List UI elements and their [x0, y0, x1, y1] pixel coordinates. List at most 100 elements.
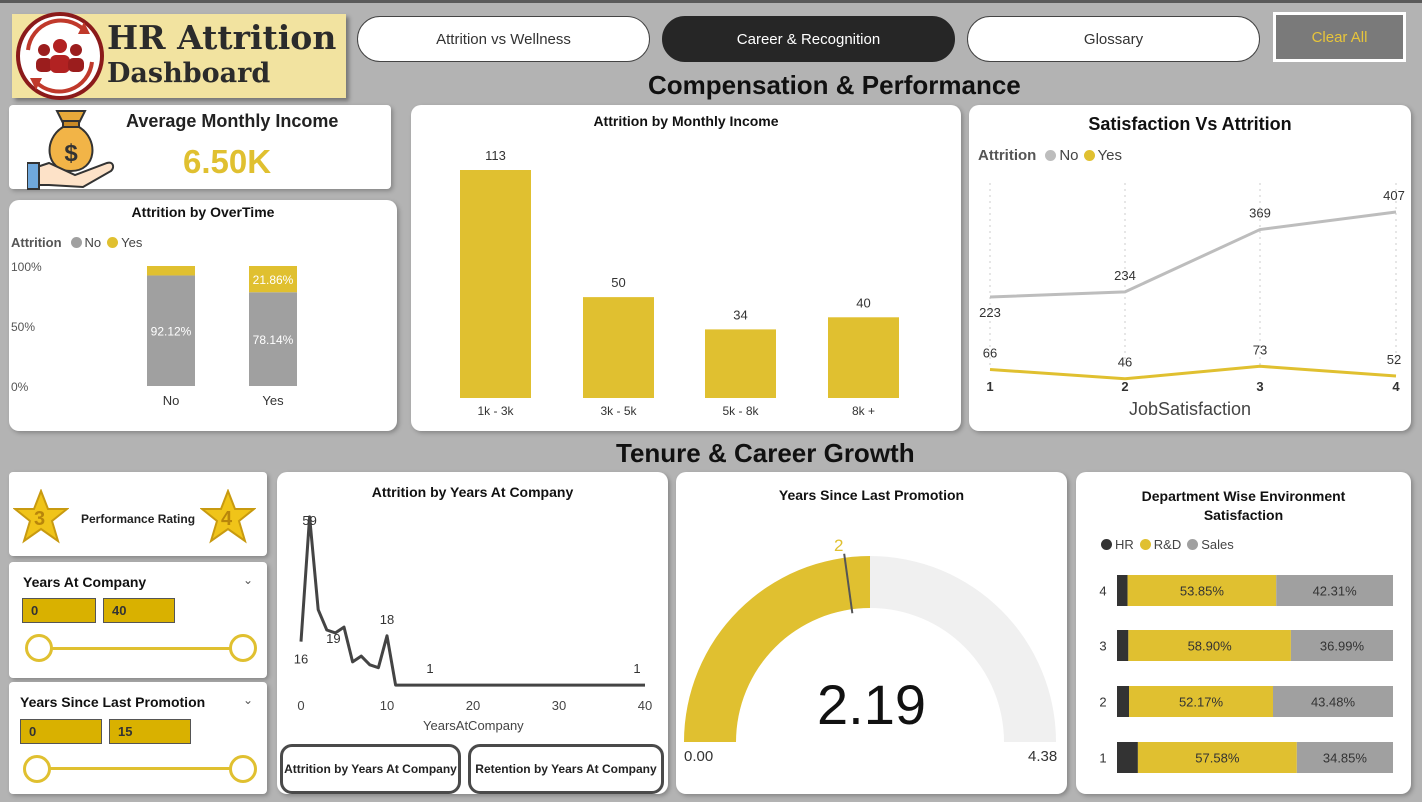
years-at-company-slicer: Years At Company ⌄ 0 40 [9, 562, 267, 678]
x-tick-label: Yes [262, 393, 284, 408]
slider-handle-max[interactable] [229, 755, 257, 783]
legend-dot-no [1045, 150, 1057, 161]
y-tick-label: 2 [1099, 695, 1106, 710]
data-label: 59 [302, 513, 316, 528]
slider-handle-min[interactable] [25, 634, 53, 662]
slider-track[interactable] [37, 767, 243, 770]
bar [583, 297, 654, 398]
gauge-target-marker [843, 553, 854, 614]
promotion-title: Years Since Last Promotion [778, 487, 965, 503]
bar-sales [1296, 742, 1393, 773]
years-company-title: Attrition by Years At Company [371, 484, 574, 500]
bar-yes [147, 266, 195, 276]
y-tick-label: 0% [11, 380, 29, 394]
slider-handle-max[interactable] [229, 634, 257, 662]
x-tick-label: No [163, 393, 180, 408]
x-tick-label: 3k - 5k [600, 404, 637, 418]
legend-title: Attrition [978, 147, 1037, 164]
department-satisfaction-card: Department Wise Environment Satisfaction… [1076, 472, 1411, 794]
satisfaction-legend: Attrition No Yes [978, 147, 1122, 164]
chevron-down-icon[interactable]: ⌄ [242, 573, 253, 587]
legend-rd: R&D [1153, 537, 1182, 552]
dept-title: Department Wise Environment Satisfaction [1076, 487, 1411, 525]
bar-rd [1128, 630, 1291, 661]
overtime-chart-card: Attrition by OverTime Attrition No Yes 100… [9, 200, 397, 431]
promotion-gauge [684, 553, 1056, 742]
svg-text:$: $ [64, 140, 78, 167]
data-label: 113 [485, 148, 506, 163]
x-tick-label: 1k - 3k [477, 404, 514, 418]
x-tick-label: 2 [1121, 379, 1128, 394]
x-tick-label: 8k + [852, 404, 875, 418]
data-label: 42.31% [1313, 584, 1358, 599]
data-label: 16 [294, 652, 308, 667]
bar-rd [1127, 575, 1277, 606]
legend-yes: Yes [1097, 147, 1122, 164]
section-title-compensation: Compensation & Performance [648, 70, 1021, 100]
dept-title-line1: Department Wise Environment [1141, 488, 1346, 504]
data-label: 43.48% [1311, 695, 1356, 710]
tab-career-recognition[interactable]: Career & Recognition [662, 16, 955, 62]
slicer-max-input[interactable]: 40 [103, 598, 175, 623]
data-label: 1 [633, 661, 640, 676]
data-label: 40 [856, 295, 870, 310]
bar [828, 317, 899, 398]
data-label: 73 [1253, 342, 1267, 357]
dept-legend: HR R&D Sales [1098, 537, 1234, 552]
department-chart: 4 53.85% 42.31% 3 58.90% 36.99% 2 52.17% 43.48% 1… [1099, 575, 1393, 773]
clear-all-button[interactable]: Clear All [1273, 12, 1406, 62]
slider-track[interactable] [39, 647, 243, 650]
data-label: 407 [1383, 188, 1405, 203]
dept-title-line2: Satisfaction [1203, 507, 1284, 523]
tab-attrition-vs-wellness[interactable]: Attrition vs Wellness [357, 16, 650, 62]
legend-sales: Sales [1201, 537, 1234, 552]
tab-glossary[interactable]: Glossary [967, 16, 1260, 62]
data-label: 1 [426, 661, 433, 676]
y-tick-label: 3 [1099, 639, 1106, 654]
y-tick-label: 100% [11, 260, 42, 274]
slicer-max-input[interactable]: 15 [109, 719, 191, 744]
legend-hr: HR [1115, 537, 1134, 552]
rating-low: 3 [34, 508, 46, 530]
y-tick-label: 50% [11, 320, 35, 334]
logo-title-line2: Dashboard [107, 58, 271, 89]
legend-no: No [84, 235, 102, 250]
money-bag-icon: $ [27, 110, 115, 190]
team-cycle-icon [16, 12, 104, 100]
gauge-max: 4.38 [1028, 748, 1058, 765]
data-label: 57.58% [1195, 751, 1240, 766]
bar-hr [1117, 742, 1138, 773]
kpi-average-monthly-income: $ Average Monthly Income 6.50K [9, 105, 391, 190]
years-company-x-title: YearsAtCompany [423, 718, 524, 733]
legend-dot-yes [1083, 150, 1095, 161]
overtime-chart: 100% 50% 0% 92.12% No 78.14% 21.86% Yes [11, 260, 297, 408]
bar-no [249, 292, 297, 386]
data-label: 78.14% [253, 333, 294, 347]
kpi-title: Average Monthly Income [126, 111, 339, 131]
performance-rating-card: 3 Performance Rating 4 [9, 472, 267, 556]
data-label: 66 [983, 346, 997, 361]
data-label: 18 [380, 612, 394, 627]
x-tick-label: 4 [1392, 379, 1400, 394]
gauge-value: 2.19 [817, 673, 926, 736]
kpi-value: 6.50K [183, 143, 272, 180]
legend-dot-no [70, 237, 82, 248]
slider-handle-min[interactable] [23, 755, 51, 783]
x-tick-label: 3 [1256, 379, 1263, 394]
slicer-min-input[interactable]: 0 [20, 719, 102, 744]
satisfaction-x-title: JobSatisfaction [1128, 399, 1252, 419]
attrition-years-button[interactable]: Attrition by Years At Company [280, 744, 461, 794]
satisfaction-title: Satisfaction Vs Attrition [1088, 114, 1292, 134]
series-line-no [989, 210, 1397, 299]
x-tick-label: 0 [297, 698, 304, 713]
legend-dot-sales [1187, 539, 1199, 550]
chevron-down-icon[interactable]: ⌄ [242, 693, 253, 707]
retention-years-button[interactable]: Retention by Years At Company [468, 744, 664, 794]
bar-yes [249, 266, 297, 293]
legend-no: No [1059, 147, 1079, 164]
slicer-min-input[interactable]: 0 [22, 598, 96, 623]
bar-rd [1129, 686, 1273, 717]
legend-dot-yes [107, 237, 119, 248]
bar-no [147, 275, 195, 386]
